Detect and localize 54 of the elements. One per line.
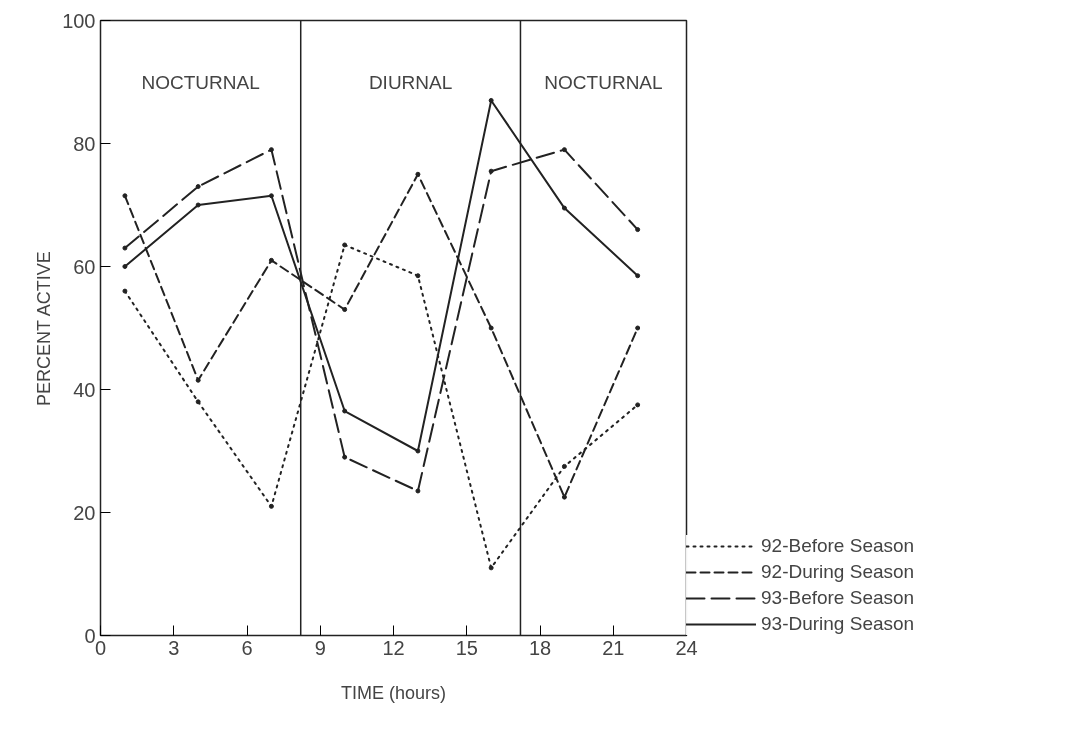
annotation: DIURNAL bbox=[368, 72, 453, 93]
point bbox=[268, 147, 274, 153]
point bbox=[488, 565, 494, 571]
point bbox=[342, 242, 348, 248]
point bbox=[488, 325, 494, 331]
point bbox=[342, 454, 348, 460]
x-axis-title: TIME (hours) bbox=[340, 682, 447, 703]
y-tick-label: 80 bbox=[73, 132, 96, 155]
point bbox=[635, 325, 641, 331]
x-tick-label: 15 bbox=[455, 636, 478, 659]
point bbox=[268, 257, 274, 263]
point bbox=[488, 97, 494, 103]
point bbox=[342, 307, 348, 313]
point bbox=[342, 408, 348, 414]
point bbox=[635, 402, 641, 408]
point bbox=[122, 288, 128, 294]
point bbox=[195, 202, 201, 208]
annotation: NOCTURNAL bbox=[544, 72, 663, 93]
point bbox=[195, 184, 201, 190]
point bbox=[635, 273, 641, 279]
x-tick-label: 12 bbox=[382, 636, 405, 659]
point bbox=[561, 147, 567, 153]
x-tick-label: 6 bbox=[241, 636, 253, 659]
point bbox=[415, 448, 421, 454]
point bbox=[195, 377, 201, 383]
x-tick-label: 24 bbox=[675, 636, 698, 659]
point bbox=[415, 488, 421, 494]
point bbox=[268, 503, 274, 509]
point bbox=[488, 168, 494, 174]
legend-label: 93-Before Season bbox=[761, 587, 915, 609]
x-tick-label: 3 bbox=[168, 636, 180, 659]
point bbox=[268, 193, 274, 199]
point bbox=[415, 273, 421, 279]
legend-label: 92-During Season bbox=[761, 561, 915, 583]
legend-label: 93-During Season bbox=[761, 613, 915, 635]
point bbox=[635, 227, 641, 233]
y-axis-title: PERCENT ACTIVE bbox=[34, 251, 55, 407]
x-tick-label: 9 bbox=[314, 636, 326, 659]
point bbox=[561, 205, 567, 211]
point bbox=[122, 245, 128, 251]
legend-label: 92-Before Season bbox=[761, 535, 915, 557]
annotation: NOCTURNAL bbox=[141, 72, 260, 93]
point bbox=[415, 171, 421, 177]
x-tick-label: 18 bbox=[528, 636, 552, 659]
y-tick-label: 40 bbox=[73, 378, 96, 401]
y-tick-label: 60 bbox=[73, 255, 96, 278]
point bbox=[195, 399, 201, 405]
point bbox=[122, 264, 128, 269]
y-tick-label: 20 bbox=[73, 501, 96, 524]
x-tick-label: 21 bbox=[602, 636, 625, 659]
point bbox=[561, 494, 567, 500]
point bbox=[122, 193, 128, 199]
point bbox=[561, 463, 567, 469]
y-tick-label: 100 bbox=[62, 9, 96, 32]
